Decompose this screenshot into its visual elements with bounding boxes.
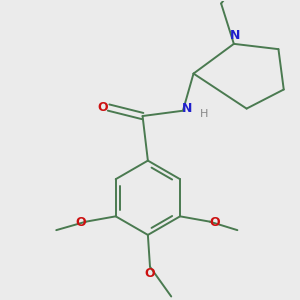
Text: O: O (145, 267, 155, 280)
Text: N: N (182, 102, 192, 115)
Text: N: N (230, 29, 240, 42)
Text: O: O (97, 101, 107, 114)
Text: O: O (210, 216, 220, 229)
Text: O: O (75, 216, 86, 229)
Text: H: H (200, 109, 208, 119)
